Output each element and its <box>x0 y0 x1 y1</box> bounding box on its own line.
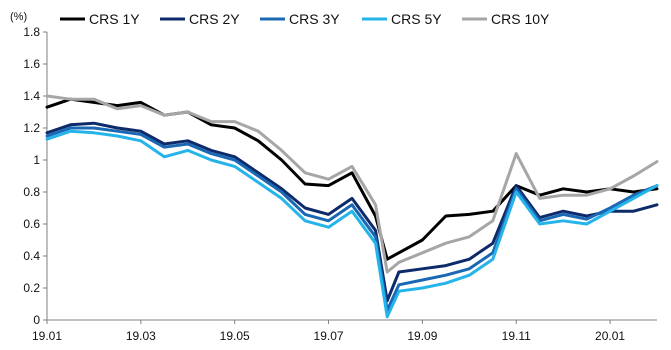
legend-label: CRS 2Y <box>189 11 240 27</box>
series-line-3 <box>45 126 659 312</box>
y-tick-label: 1.6 <box>23 57 40 71</box>
legend-label: CRS 10Y <box>491 11 550 27</box>
y-unit-label: (%) <box>10 11 27 23</box>
y-tick-label: 0 <box>33 313 40 327</box>
legend-label: CRS 3Y <box>289 11 340 27</box>
x-tick-label: 19.03 <box>126 329 156 343</box>
series-line-2 <box>45 121 659 303</box>
series-group <box>45 94 659 319</box>
legend: CRS 1Y CRS 2Y CRS 3Y CRS 5Y CRS 10Y <box>60 11 550 27</box>
y-tick-label: 1.2 <box>23 121 40 135</box>
y-tick-label: 0.4 <box>23 249 40 263</box>
y-tick-label: 0.8 <box>23 185 40 199</box>
x-tick-label: 19.01 <box>32 329 62 343</box>
series-line-4 <box>45 129 659 319</box>
series-line-1 <box>45 97 659 261</box>
series-line-5 <box>45 94 659 274</box>
axes: 0 0.2 0.4 0.6 0.8 1 1.2 1.4 1.6 1.8 19.01 19.03 19.0… <box>23 25 657 343</box>
y-tick-label: 0.6 <box>23 217 40 231</box>
x-tick-label: 20.01 <box>595 329 625 343</box>
x-tick-label: 19.07 <box>314 329 344 343</box>
y-tick-label: 1.8 <box>23 25 40 39</box>
legend-label: CRS 5Y <box>391 11 442 27</box>
y-tick-label: 1.4 <box>23 89 40 103</box>
legend-label: CRS 1Y <box>89 11 140 27</box>
y-tick-label: 0.2 <box>23 281 40 295</box>
y-tick-label: 1 <box>33 153 40 167</box>
x-tick-label: 19.09 <box>407 329 437 343</box>
x-tick-label: 19.05 <box>220 329 250 343</box>
x-tick-label: 19.11 <box>502 329 531 343</box>
